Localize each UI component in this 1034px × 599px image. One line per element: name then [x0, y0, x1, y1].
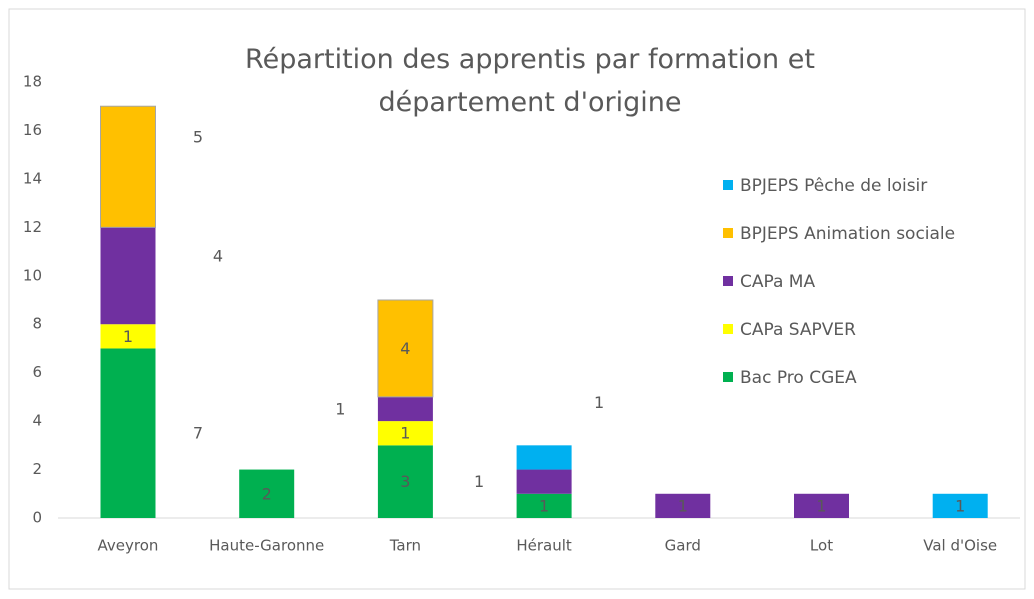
data-label: 1 [955, 496, 965, 515]
y-tick-label: 16 [23, 121, 42, 139]
data-label: 1 [400, 424, 410, 443]
y-tick-label: 10 [23, 266, 42, 284]
bar-segment [516, 469, 572, 494]
data-label: 1 [474, 472, 484, 491]
y-tick-label: 14 [23, 169, 42, 187]
data-label: 5 [193, 127, 203, 146]
x-tick-label: Tarn [389, 537, 421, 555]
data-label: 1 [816, 496, 826, 515]
data-label: 1 [594, 393, 604, 412]
y-tick-label: 4 [32, 412, 42, 430]
y-tick-label: 18 [23, 73, 42, 91]
bar-segment [100, 105, 156, 228]
legend-swatch [723, 276, 733, 286]
legend-label: BPJEPS Pêche de loisir [740, 176, 927, 196]
y-tick-label: 0 [32, 509, 42, 527]
data-label: 3 [400, 472, 410, 491]
data-label: 7 [193, 424, 203, 443]
bar-segment [377, 421, 433, 446]
bar-segment [100, 324, 156, 349]
legend-swatch [723, 228, 733, 238]
x-tick-label: Hérault [516, 537, 572, 555]
y-tick-label: 12 [23, 218, 42, 236]
bar-segment [794, 493, 849, 518]
bar-segment [377, 396, 433, 422]
bar-segment [239, 469, 295, 518]
chart-title: Répartition des apprentis par formation … [245, 44, 815, 118]
y-tick-label: 8 [32, 315, 42, 333]
bar-segment [100, 227, 156, 325]
legend-swatch [723, 372, 733, 382]
bar-segment [100, 348, 156, 518]
bar-segment [932, 493, 988, 518]
y-tick-label: 6 [32, 363, 42, 381]
x-tick-label: Val d'Oise [923, 537, 997, 555]
legend-swatch [723, 324, 733, 334]
data-label: 1 [539, 496, 549, 515]
legend-label: CAPa SAPVER [740, 320, 856, 340]
legend-label: Bac Pro CGEA [740, 368, 857, 388]
legend-swatch [723, 180, 733, 190]
bar-segment [655, 493, 711, 518]
legend-label: BPJEPS Animation sociale [740, 224, 955, 244]
x-tick-label: Lot [810, 537, 833, 555]
data-label: 4 [400, 339, 410, 358]
bar-segment [377, 445, 433, 518]
legend-label: CAPa MA [740, 272, 815, 292]
data-label: 1 [678, 496, 688, 515]
bar-segment [516, 493, 572, 518]
x-tick-label: Haute-Garonne [209, 537, 324, 555]
data-label: 2 [262, 484, 272, 503]
data-label: 4 [213, 246, 223, 265]
bar-segment [377, 299, 434, 398]
data-label: 1 [335, 400, 345, 419]
y-tick-label: 2 [32, 460, 42, 478]
data-label: 1 [123, 327, 133, 346]
x-tick-label: Gard [665, 537, 701, 555]
x-tick-label: Aveyron [98, 537, 159, 555]
bar-segment [516, 445, 572, 470]
